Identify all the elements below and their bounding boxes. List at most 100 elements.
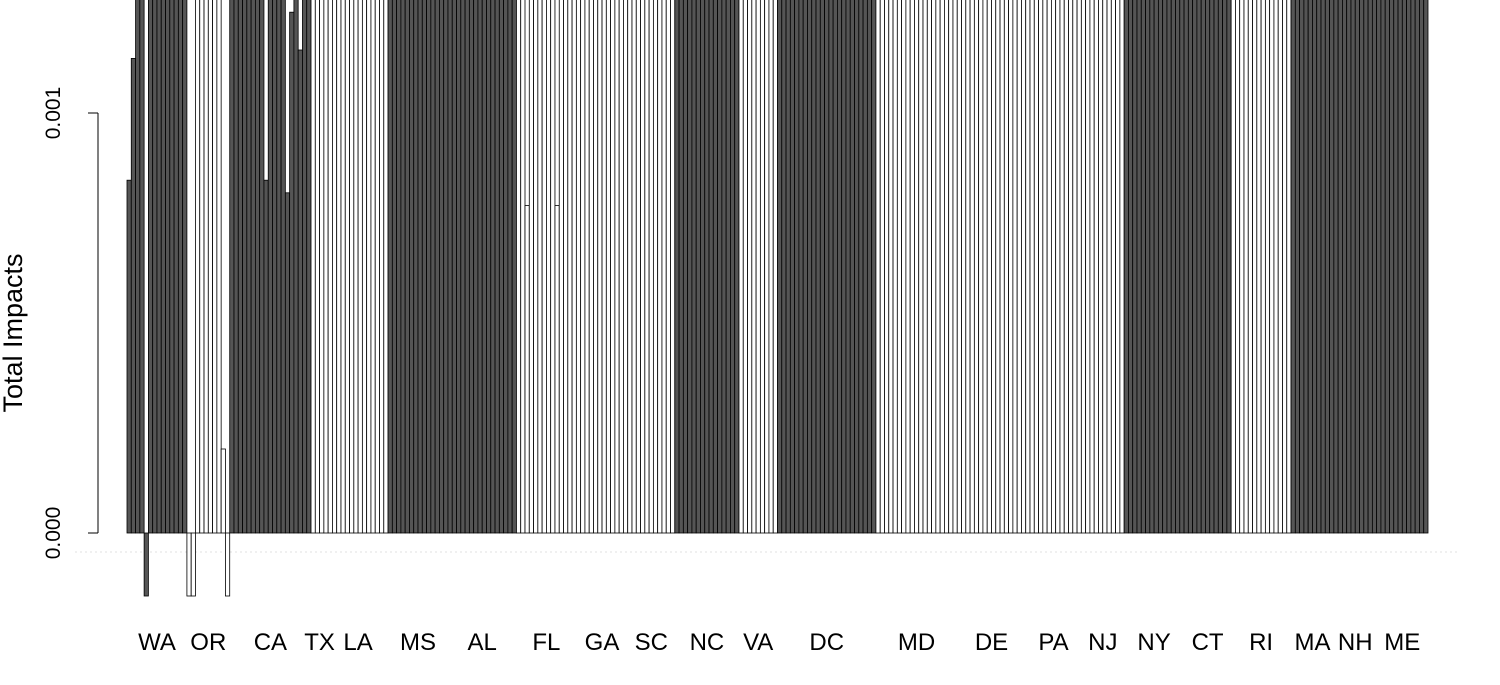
bar-ca-3 [237, 0, 243, 534]
x-label-ri: RI [1249, 629, 1273, 656]
bar-pa-5 [1042, 0, 1048, 534]
bar-dc-2 [781, 0, 787, 534]
bar-wa-14 [182, 0, 188, 534]
bar-wa-13 [177, 0, 184, 534]
bar-ct-7 [1209, 0, 1215, 534]
bar-la-4 [340, 0, 346, 534]
bar-nh-9 [1367, 0, 1373, 534]
bar-nh-3 [1342, 0, 1348, 534]
bar-ca-6 [250, 0, 256, 534]
bar-ri-11 [1273, 0, 1279, 534]
bar-ms-14 [443, 0, 449, 534]
bar-md-3 [884, 0, 890, 534]
bar-ct-1 [1183, 0, 1189, 534]
bar-sc-4 [640, 0, 646, 534]
bar-ny-13 [1175, 0, 1181, 534]
bar-ca-14 [284, 192, 291, 534]
bar-ma-8 [1320, 0, 1326, 534]
bar-wa-11 [169, 0, 175, 534]
bar-ms-2 [391, 0, 398, 534]
bar-ny-14 [1179, 0, 1185, 534]
bar-ga-8 [605, 0, 612, 534]
bar-pa-1 [1025, 0, 1031, 534]
bar-dc-14 [832, 0, 838, 534]
bar-ms-9 [421, 0, 427, 534]
bar-md-15 [935, 0, 941, 534]
bar-ms-13 [439, 0, 445, 534]
bar-me-7 [1401, 0, 1407, 534]
bar-de-8 [986, 0, 992, 534]
bar-de-6 [978, 0, 984, 534]
bar-nc-1 [674, 0, 680, 534]
bar-md-5 [892, 0, 898, 534]
bar-nc-6 [695, 0, 701, 534]
bar-ny-3 [1132, 0, 1138, 534]
bar-al-3 [456, 0, 462, 534]
y-tick-label: 0.000 [42, 507, 65, 560]
bar-nj-10 [1119, 0, 1125, 534]
bar-md-16 [939, 0, 945, 534]
x-label-ga: GA [585, 629, 620, 656]
bar-va-8 [768, 0, 774, 534]
bar-ny-11 [1166, 0, 1172, 534]
y-axis-title: Total Impacts [0, 253, 28, 412]
bar-pa-6 [1046, 0, 1052, 534]
bar-al-7 [473, 0, 479, 534]
x-label-nj: NJ [1088, 629, 1117, 656]
bar-ca-12 [276, 0, 282, 534]
x-label-fl: FL [532, 629, 560, 656]
bar-nc-10 [712, 0, 718, 534]
bar-ny-12 [1170, 0, 1176, 534]
bar-md-14 [931, 0, 937, 534]
bar-ny-5 [1140, 0, 1146, 534]
bar-ms-8 [417, 0, 423, 534]
bar-al-1 [447, 0, 453, 534]
bar-wa-10 [165, 0, 171, 534]
bar-dc-20 [858, 0, 864, 534]
bar-pa-13 [1076, 0, 1082, 534]
bar-nh-8 [1363, 0, 1369, 534]
bar-ca-17 [297, 49, 303, 534]
bar-dc-1 [777, 0, 783, 534]
bar-ri-5 [1247, 0, 1253, 534]
bar-sc-11 [670, 0, 676, 534]
bar-ct-5 [1200, 0, 1206, 534]
bar-nc-15 [734, 0, 740, 534]
bar-tx-2 [314, 0, 320, 534]
bar-nc-14 [730, 0, 736, 534]
x-label-ny: NY [1137, 629, 1170, 656]
bar-al-5 [464, 0, 470, 534]
bar-md-17 [944, 0, 950, 534]
bar-ca-2 [233, 0, 239, 534]
bar-dc-7 [802, 0, 808, 534]
bar-ny-1 [1123, 0, 1129, 534]
bar-wa-6 [147, 0, 154, 534]
bar-al-16 [511, 0, 517, 534]
bars [126, 0, 1429, 597]
bar-dc-19 [854, 0, 860, 534]
bar-md-4 [888, 0, 894, 534]
bar-ms-7 [413, 0, 419, 534]
bar-nc-11 [717, 0, 723, 534]
bar-or-3 [195, 0, 201, 534]
bar-md-7 [901, 0, 907, 534]
bar-or-4 [199, 0, 205, 534]
bar-ca-11 [272, 0, 278, 534]
bar-wa-12 [173, 0, 179, 534]
bar-sc-9 [661, 0, 667, 534]
bar-nh-4 [1346, 0, 1352, 534]
bar-ca-5 [246, 0, 252, 534]
bar-al-9 [481, 0, 487, 534]
bar-ga-5 [593, 0, 599, 534]
bar-fl-3 [524, 204, 530, 534]
bar-me-5 [1393, 0, 1399, 534]
bar-nj-1 [1080, 0, 1087, 534]
bar-ga-9 [610, 0, 616, 534]
bar-ma-4 [1303, 0, 1309, 534]
bar-nj-3 [1089, 0, 1095, 534]
bar-pa-3 [1033, 0, 1039, 534]
bar-de-11 [999, 0, 1005, 534]
bar-ca-8 [259, 0, 265, 534]
bar-va-2 [742, 0, 748, 534]
bar-me-11 [1419, 0, 1425, 534]
